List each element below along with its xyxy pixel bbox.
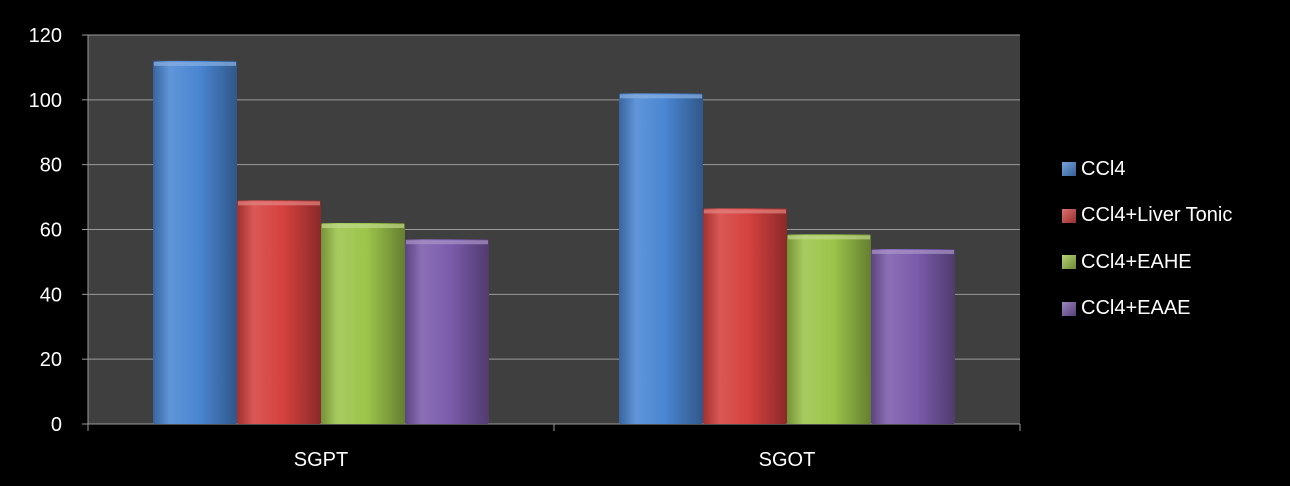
y-tick-label: 60 — [40, 220, 62, 242]
y-tick-label: 120 — [29, 25, 62, 47]
y-tick-label: 40 — [40, 284, 62, 306]
y-tick-label: 0 — [51, 414, 62, 436]
bar-ccl4-eaae-sgot — [871, 248, 955, 424]
legend-item: CCl4+Liver Tonic — [1062, 204, 1286, 227]
legend-item: CCl4+EAAE — [1062, 297, 1286, 320]
bar-highlight — [872, 249, 954, 254]
y-tick-label: 80 — [40, 155, 62, 177]
y-tick-label: 20 — [40, 349, 62, 371]
bar-ccl4-sgpt — [153, 60, 237, 424]
legend-swatch — [1062, 301, 1076, 316]
bar-highlight — [406, 240, 488, 245]
bar-highlight — [704, 209, 786, 214]
legend-label: CCl4 — [1081, 157, 1126, 180]
bar-ccl4-sgot — [619, 93, 703, 424]
legend-item: CCl4+EAHE — [1062, 251, 1286, 273]
legend-swatch — [1062, 162, 1076, 176]
x-tick-label: SGOT — [759, 449, 816, 471]
legend-item: CCl4 — [1062, 158, 1286, 180]
legend-label: CCl4+EAAE — [1081, 297, 1191, 319]
bar-highlight — [322, 224, 404, 229]
x-tick-label: SGPT — [294, 449, 348, 471]
legend-label: CCl4+EAHE — [1081, 250, 1192, 273]
bar-ccl4-eaae-sgpt — [405, 239, 489, 424]
legend: CCl4 CCl4+Liver Tonic CCl4+EAHE CCl4+EAAE — [1062, 158, 1286, 344]
bar-ccl4-liver-tonic-sgot — [703, 208, 787, 424]
legend-label: CCl4+Liver Tonic — [1081, 204, 1233, 226]
bar-ccl4-eahe-sgpt — [321, 223, 405, 424]
legend-swatch — [1062, 208, 1076, 223]
bar-highlight — [788, 235, 870, 240]
bar-ccl4-liver-tonic-sgpt — [237, 200, 321, 424]
legend-swatch — [1062, 255, 1076, 269]
bar-highlight — [154, 61, 236, 66]
bar-highlight — [238, 201, 320, 206]
y-tick-label: 100 — [29, 90, 62, 112]
bar-ccl4-eahe-sgot — [787, 234, 871, 424]
bar-highlight — [620, 94, 702, 99]
